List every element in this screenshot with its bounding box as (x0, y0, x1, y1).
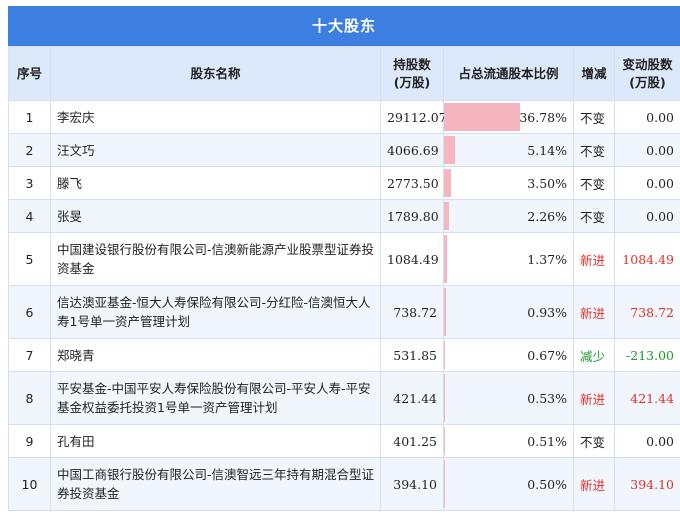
shareholder-name: 中国建设银行股份有限公司-信澳新能源产业股票型证券投资基金 (51, 233, 381, 286)
shares-held: 29112.07 (381, 101, 444, 134)
header-idx: 序号 (9, 47, 51, 101)
shares-held: 421.44 (381, 372, 444, 425)
change-type: 新进 (574, 233, 615, 286)
shares-held: 394.10 (381, 458, 444, 511)
shareholder-name: 中国工商银行股份有限公司-信澳智远三年持有期混合型证券投资基金 (51, 458, 381, 511)
row-index: 2 (9, 134, 51, 167)
float-ratio-cell: 1.37% (444, 233, 574, 286)
row-index: 1 (9, 101, 51, 134)
float-ratio-cell: 0.93% (444, 286, 574, 339)
change-type: 新进 (574, 372, 615, 425)
shareholder-name: 张旻 (51, 200, 381, 233)
float-ratio: 0.53% (444, 391, 573, 406)
header-shares-unit: (万股) (394, 75, 430, 90)
change-type: 新进 (574, 286, 615, 339)
float-ratio-cell: 0.53% (444, 372, 574, 425)
row-index: 3 (9, 167, 51, 200)
change-type: 不变 (574, 167, 615, 200)
float-ratio: 2.26% (444, 209, 573, 224)
change-shares: 0.00 (615, 101, 680, 134)
float-ratio: 36.78% (444, 110, 573, 125)
shareholder-name: 郑晓青 (51, 339, 381, 372)
row-index: 5 (9, 233, 51, 286)
shareholder-name: 李宏庆 (51, 101, 381, 134)
row-index: 6 (9, 286, 51, 339)
shares-held: 738.72 (381, 286, 444, 339)
table-header-row: 序号 股东名称 持股数 (万股) 占总流通股本比例 增减 变动股数 (万股) (9, 47, 680, 101)
change-shares: 0.00 (615, 425, 680, 458)
shares-held: 4066.69 (381, 134, 444, 167)
float-ratio-cell: 2.26% (444, 200, 574, 233)
float-ratio-cell: 3.50% (444, 167, 574, 200)
row-index: 9 (9, 425, 51, 458)
shareholder-name: 滕飞 (51, 167, 381, 200)
change-shares: 421.44 (615, 372, 680, 425)
float-ratio-cell: 0.67% (444, 339, 574, 372)
header-shares: 持股数 (万股) (381, 47, 444, 101)
change-shares: 394.10 (615, 458, 680, 511)
header-shares-label: 持股数 (393, 57, 431, 72)
header-change-type: 增减 (574, 47, 615, 101)
shareholders-table: 序号 股东名称 持股数 (万股) 占总流通股本比例 增减 变动股数 (万股) 1… (8, 46, 680, 511)
shares-held: 1084.49 (381, 233, 444, 286)
change-shares: 0.00 (615, 134, 680, 167)
change-shares: -213.00 (615, 339, 680, 372)
shareholder-name: 孔有田 (51, 425, 381, 458)
shares-held: 531.85 (381, 339, 444, 372)
change-shares: 1084.49 (615, 233, 680, 286)
float-ratio: 5.14% (444, 143, 573, 158)
float-ratio: 1.37% (444, 252, 573, 267)
float-ratio: 0.67% (444, 348, 573, 363)
float-ratio: 0.51% (444, 434, 573, 449)
row-index: 10 (9, 458, 51, 511)
change-shares: 0.00 (615, 167, 680, 200)
header-ratio: 占总流通股本比例 (444, 47, 574, 101)
shareholder-name: 信达澳亚基金-恒大人寿保险有限公司-分红险-信澳恒大人寿1号单一资产管理计划 (51, 286, 381, 339)
shareholder-name: 汪文巧 (51, 134, 381, 167)
float-ratio: 3.50% (444, 176, 573, 191)
float-ratio: 0.50% (444, 477, 573, 492)
change-type: 不变 (574, 101, 615, 134)
float-ratio-cell: 36.78% (444, 101, 574, 134)
top-shareholders-panel: 十大股东 序号 股东名称 持股数 (万股) 占总流通股本比例 增减 变动股数 (8, 6, 680, 511)
row-index: 8 (9, 372, 51, 425)
float-ratio-cell: 0.51% (444, 425, 574, 458)
float-ratio-cell: 0.50% (444, 458, 574, 511)
shareholder-name: 平安基金-中国平安人寿保险股份有限公司-平安人寿-平安基金权益委托投资1号单一资… (51, 372, 381, 425)
float-ratio-cell: 5.14% (444, 134, 574, 167)
panel-title: 十大股东 (8, 6, 680, 46)
header-change-label: 变动股数 (622, 57, 672, 72)
float-ratio: 0.93% (444, 305, 573, 320)
header-name: 股东名称 (51, 47, 381, 101)
change-type: 减少 (574, 339, 615, 372)
row-index: 7 (9, 339, 51, 372)
shares-held: 1789.80 (381, 200, 444, 233)
change-type: 不变 (574, 425, 615, 458)
change-type: 新进 (574, 458, 615, 511)
change-shares: 0.00 (615, 200, 680, 233)
header-change: 变动股数 (万股) (615, 47, 680, 101)
change-type: 不变 (574, 134, 615, 167)
change-type: 不变 (574, 200, 615, 233)
shares-held: 401.25 (381, 425, 444, 458)
header-change-unit: (万股) (629, 75, 665, 90)
change-shares: 738.72 (615, 286, 680, 339)
row-index: 4 (9, 200, 51, 233)
shares-held: 2773.50 (381, 167, 444, 200)
